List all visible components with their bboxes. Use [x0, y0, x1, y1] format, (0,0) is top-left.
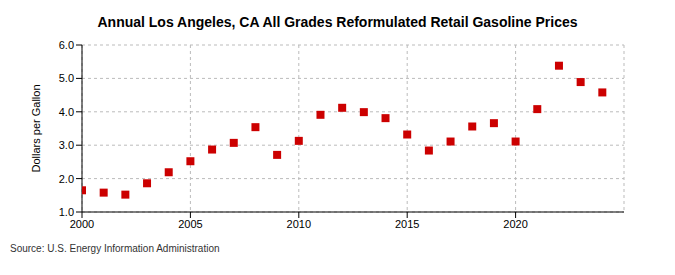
svg-text:3.0: 3.0 [59, 139, 74, 151]
svg-text:2010: 2010 [287, 218, 311, 230]
svg-text:Dollars per Gallon: Dollars per Gallon [30, 84, 42, 172]
svg-text:5.0: 5.0 [59, 72, 74, 84]
svg-text:1.0: 1.0 [59, 206, 74, 218]
svg-text:2005: 2005 [178, 218, 202, 230]
svg-text:2015: 2015 [395, 218, 419, 230]
svg-text:4.0: 4.0 [59, 106, 74, 118]
svg-text:2000: 2000 [70, 218, 94, 230]
svg-text:2.0: 2.0 [59, 173, 74, 185]
svg-text:6.0: 6.0 [59, 39, 74, 51]
html-text:Annual Los Angeles, CA All Gra: Annual Los Angeles, CA All Grades Reform… [97, 14, 578, 30]
html-text:Source: U.S. Energy Informatio: Source: U.S. Energy Information Administ… [10, 243, 220, 254]
svg-text:2020: 2020 [503, 218, 527, 230]
